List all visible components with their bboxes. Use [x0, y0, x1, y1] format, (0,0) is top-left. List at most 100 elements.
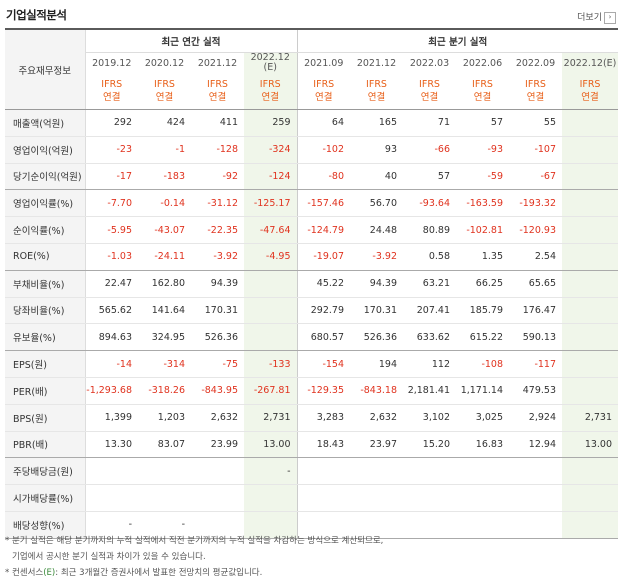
quarterly-period-3: 2022.06: [462, 57, 503, 69]
ifrs-label-1: IFRS 연결: [138, 73, 191, 110]
table-cell: 15.20: [403, 431, 456, 459]
table-row: 배당성향(%) - -: [5, 511, 619, 539]
table-cell: [191, 457, 244, 486]
table-cell: -324: [244, 136, 297, 164]
table-cell: [456, 484, 509, 512]
table-row: 영업이익률(%) -7.70 -0.14 -31.12 -125.17 -157.46 56…: [5, 189, 619, 218]
table-cell: 0.58: [403, 243, 456, 271]
table-cell: -129.35: [296, 377, 350, 405]
table-cell: -14: [85, 350, 138, 378]
ifrs-label-3: IFRS 연결: [244, 73, 297, 110]
table-cell: -3.92: [350, 243, 403, 271]
table-cell: [350, 484, 403, 512]
section-title: 기업실적분석: [6, 8, 67, 22]
table-cell: 12.94: [509, 431, 562, 459]
table-cell: -314: [138, 350, 191, 378]
table-cell: -128: [191, 136, 244, 164]
table-row: 매출액(억원) 292 424 411 259 64 165 71 57 55: [5, 109, 619, 137]
table-cell: [562, 163, 619, 191]
row-label: 순이익률(%): [5, 216, 86, 244]
table-cell: 57: [403, 163, 456, 191]
ifrs-label-6: IFRS 연결: [403, 73, 456, 110]
table-cell: 80.89: [403, 216, 456, 244]
table-cell: 615.22: [456, 323, 509, 352]
table-cell: 1,203: [138, 404, 191, 432]
row-label: PER(배): [5, 377, 86, 405]
table-cell: 207.41: [403, 297, 456, 325]
table-cell: [509, 457, 562, 486]
ifrs-label-7: IFRS 연결: [456, 73, 509, 110]
table-cell: 23.97: [350, 431, 403, 459]
quarterly-group-header: 최근 분기 실적: [296, 28, 619, 53]
table-cell: -117: [509, 350, 562, 378]
table-cell: 292: [85, 109, 138, 137]
row-label: 배당성향(%): [5, 511, 86, 539]
table-row: 영업이익(억원) -23 -1 -128 -324 -102 93 -66 -93 -107: [5, 136, 619, 164]
table-cell: 141.64: [138, 297, 191, 325]
table-cell: -183: [138, 163, 191, 191]
table-cell: [191, 484, 244, 512]
table-cell: 18.43: [296, 431, 350, 459]
table-cell: -0.14: [138, 189, 191, 218]
table-cell: 2,731: [562, 404, 619, 432]
table-cell: 13.30: [85, 431, 138, 459]
table-cell: -267.81: [244, 377, 297, 405]
table-cell: 112: [403, 350, 456, 378]
section-header: 기업실적분석 더보기 ›: [0, 0, 624, 28]
table-cell: [562, 136, 619, 164]
ifrs-label-5: IFRS 연결: [350, 73, 403, 110]
row-label: 주당배당금(원): [5, 457, 86, 486]
chevron-right-icon: ›: [604, 11, 616, 24]
footnote-2: 기업에서 공시한 분기 실적과 차이가 있을 수 있습니다.: [12, 552, 206, 562]
ifrs-label-8: IFRS 연결: [509, 73, 562, 110]
financial-table: 주요재무정보 최근 연간 실적 최근 분기 실적 2019.12 2020.12 2…: [5, 28, 619, 539]
table-row: 유보율(%) 894.63 324.95 526.36 680.57 526.36 633.…: [5, 323, 619, 352]
table-cell: [350, 457, 403, 486]
row-label: 부채비율(%): [5, 270, 86, 298]
table-cell: [138, 457, 191, 486]
table-cell: -: [244, 457, 297, 486]
table-cell: [244, 511, 297, 539]
table-row: 시가배당률(%): [5, 484, 619, 512]
table-cell: 13.00: [562, 431, 619, 459]
more-link[interactable]: 더보기 ›: [577, 10, 616, 24]
table-cell: 3,025: [456, 404, 509, 432]
table-cell: -108: [456, 350, 509, 378]
table-cell: [403, 511, 456, 539]
table-cell: -1: [138, 136, 191, 164]
table-row: 당좌비율(%) 565.62 141.64 170.31 292.79 170.31 207…: [5, 297, 619, 325]
table-cell: 526.36: [191, 323, 244, 352]
ifrs-label-4: IFRS 연결: [296, 73, 350, 110]
table-row: BPS(원) 1,399 1,203 2,632 2,731 3,283 2,632 3,10…: [5, 404, 619, 432]
row-label: PBR(배): [5, 431, 86, 459]
row-label: 당기순이익(억원): [5, 163, 86, 191]
table-cell: 22.47: [85, 270, 138, 298]
table-cell: [85, 484, 138, 512]
table-cell: -154: [296, 350, 350, 378]
table-cell: 63.21: [403, 270, 456, 298]
table-cell: 324.95: [138, 323, 191, 352]
table-cell: -92: [191, 163, 244, 191]
table-cell: 170.31: [191, 297, 244, 325]
row-label: 시가배당률(%): [5, 484, 86, 512]
table-cell: -1.03: [85, 243, 138, 271]
table-cell: [296, 457, 350, 486]
table-cell: [456, 457, 509, 486]
table-cell: 165: [350, 109, 403, 137]
table-cell: [244, 484, 297, 512]
table-cell: -47.64: [244, 216, 297, 244]
table-cell: [456, 511, 509, 539]
table-cell: 16.83: [456, 431, 509, 459]
table-cell: -23: [85, 136, 138, 164]
table-cell: 894.63: [85, 323, 138, 352]
quarterly-period-2: 2022.03: [409, 57, 450, 69]
table-cell: [562, 189, 619, 218]
table-cell: [191, 511, 244, 539]
table-cell: -24.11: [138, 243, 191, 271]
table-row: ROE(%) -1.03 -24.11 -3.92 -4.95 -19.07 -3.92 0.…: [5, 243, 619, 271]
table-cell: 2,181.41: [403, 377, 456, 405]
table-cell: [562, 457, 619, 486]
table-cell: -163.59: [456, 189, 509, 218]
ifrs-label-2: IFRS 연결: [191, 73, 244, 110]
table-cell: [403, 484, 456, 512]
